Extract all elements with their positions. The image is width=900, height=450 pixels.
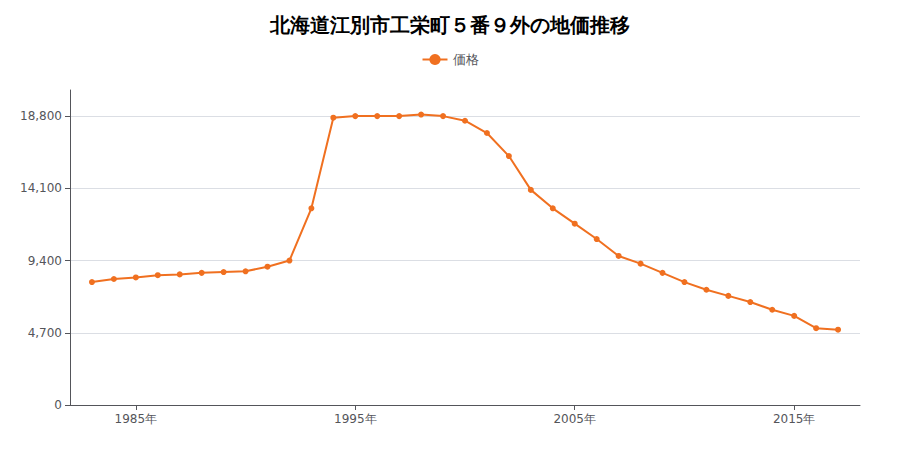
svg-text:1985年: 1985年	[115, 412, 158, 426]
svg-text:4,700: 4,700	[28, 326, 62, 340]
svg-text:2005年: 2005年	[553, 412, 596, 426]
svg-text:18,800: 18,800	[20, 109, 62, 123]
svg-text:2015年: 2015年	[773, 412, 816, 426]
svg-text:14,100: 14,100	[20, 181, 62, 195]
svg-text:0: 0	[54, 398, 62, 412]
svg-text:価格: 価格	[453, 52, 479, 67]
svg-text:北海道江別市工栄町５番９外の地価推移: 北海道江別市工栄町５番９外の地価推移	[269, 13, 630, 37]
svg-text:1995年: 1995年	[334, 412, 377, 426]
svg-text:9,400: 9,400	[28, 254, 62, 268]
